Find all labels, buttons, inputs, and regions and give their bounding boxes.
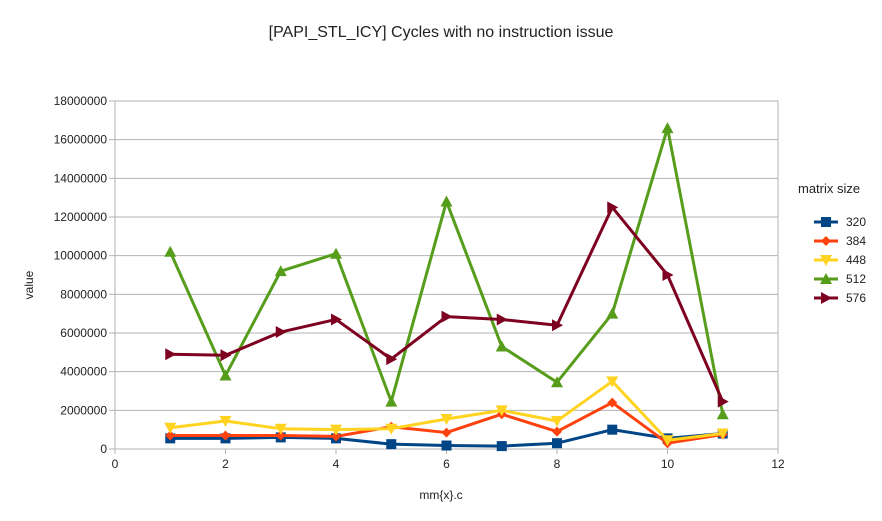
series-line-576 [170,205,725,403]
legend-marker-320 [821,217,831,227]
point-576-1 [165,348,177,361]
y-tick-label-8: 16000000 [54,133,108,147]
point-448-5 [385,423,398,435]
point-576-11 [717,395,729,408]
point-512-7 [495,340,508,352]
y-tick-label-4: 8000000 [60,287,107,301]
point-576-6 [441,310,453,323]
legend-marker-384 [821,236,831,246]
series-group [164,122,729,452]
y-tick-label-0: 0 [100,442,107,456]
y-axis-ticks: 0 2000000 4000000 6000000 8000000 10000000 120… [54,94,115,456]
x-tick-label-1: 2 [222,457,229,471]
legend-item-576: 576 [814,291,866,305]
point-512-10 [661,122,674,134]
legend-label-384: 384 [846,234,866,248]
point-576-4 [331,313,342,326]
point-576-3 [275,326,287,339]
y-axis-label: value [22,270,36,299]
legend-label-448: 448 [846,253,866,267]
x-tick-label-2: 4 [333,457,340,471]
point-384-6 [441,427,452,438]
legend-item-320: 320 [814,215,866,229]
y-tick-label-5: 10000000 [54,249,108,263]
grid-lines [115,100,778,450]
point-512-9 [606,307,619,319]
point-384-1 [165,430,176,441]
point-448-4 [330,424,342,436]
point-448-11 [716,428,729,440]
point-448-8 [551,415,563,427]
series-448 [164,376,729,447]
series-576 [165,201,729,408]
point-448-7 [495,405,508,417]
point-512-5 [385,395,398,407]
legend-label-576: 576 [846,291,866,305]
point-384-9 [607,397,618,408]
point-384-4 [331,431,341,442]
legend-item-448: 448 [814,253,866,267]
legend-item-384: 384 [814,234,866,248]
point-448-2 [219,415,232,427]
legend-label-320: 320 [846,215,866,229]
legend-marker-576 [821,292,832,304]
point-320-8 [552,438,562,449]
legend-marker-512 [820,273,832,284]
point-320-9 [607,424,618,435]
point-320-5 [386,439,397,450]
point-512-11 [716,408,729,420]
y-tick-label-6: 12000000 [54,210,108,224]
point-320-6 [441,440,452,451]
point-512-3 [274,265,287,277]
x-tick-label-5: 10 [661,457,675,471]
plot-area [114,100,779,450]
chart-title: [PAPI_STL_ICY] Cycles with no instructio… [269,24,614,41]
point-448-9 [606,376,619,388]
point-320-7 [496,441,507,452]
point-512-8 [551,376,563,388]
point-576-5 [386,353,398,366]
y-tick-label-2: 4000000 [60,365,107,379]
y-tick-label-1: 2000000 [60,403,107,417]
point-384-2 [220,430,231,441]
x-tick-label-3: 6 [443,457,450,471]
point-576-2 [220,349,232,362]
point-512-4 [330,247,342,259]
point-384-3 [275,430,286,441]
y-tick-label-7: 14000000 [54,171,108,185]
series-512 [164,122,729,420]
point-448-3 [274,423,287,435]
x-axis-ticks: 0 2 4 6 8 10 12 [112,449,785,471]
point-512-2 [219,369,232,381]
x-tick-label-4: 8 [554,457,561,471]
point-576-7 [496,313,508,326]
point-576-10 [662,269,674,281]
point-512-1 [164,245,177,257]
point-576-8 [552,319,563,332]
legend-item-512: 512 [814,272,866,286]
point-384-8 [552,426,562,437]
x-tick-label-0: 0 [112,457,119,471]
point-448-6 [440,414,453,426]
point-512-6 [440,195,453,207]
y-tick-label-3: 6000000 [60,326,107,340]
point-576-9 [607,201,619,214]
legend-label-512: 512 [846,272,866,286]
x-axis-label: mm{x}.c [419,488,462,502]
legend-title: matrix size [798,181,860,196]
legend: 320 384 448 512 576 [814,215,866,305]
legend-marker-448 [820,255,832,266]
x-tick-label-6: 12 [771,457,785,471]
y-tick-label-9: 18000000 [54,94,108,108]
point-448-1 [164,422,177,434]
point-448-10 [661,435,674,447]
